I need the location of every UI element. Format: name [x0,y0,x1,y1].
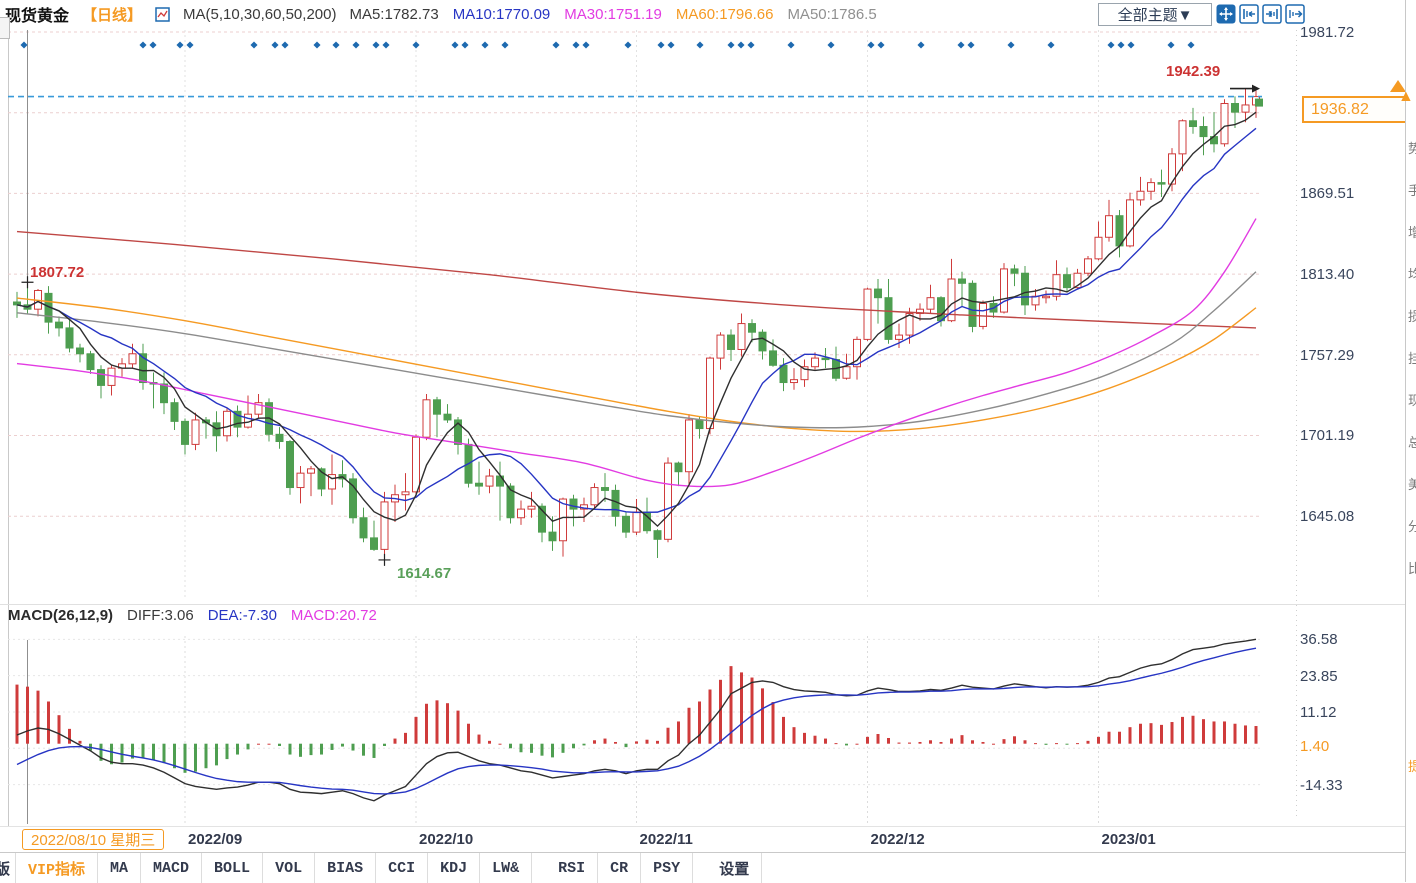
ma-value: MA10:1770.09 [452,5,551,23]
tab-partial[interactable]: 版 [0,853,16,883]
price-tick-label: 1701.19 [1300,427,1355,445]
tab-kdj[interactable]: KDJ [428,853,481,883]
sidebar-glyph-orange[interactable]: 提 [1408,756,1416,775]
ma60-line [16,297,1257,433]
sidebar-glyph[interactable]: 损 [1408,306,1416,325]
theme-dropdown[interactable]: 全部主题▼ [1098,3,1212,26]
macd-tick-label: 23.85 [1300,667,1338,685]
macd-current-label: 1.40 [1300,738,1330,755]
current-price-value: 1936.82 [1311,100,1369,118]
tab-ma[interactable]: MA [98,853,142,883]
annotation-last-high: 1942.39 [1166,63,1221,80]
sidebar-glyph[interactable]: 美 [1408,474,1416,493]
pan-right-edge-icon[interactable] [1262,4,1282,24]
timeframe-label[interactable]: 【日线】 [82,6,143,24]
month-label: 2022/10 [419,831,474,848]
sidebar-glyph[interactable]: 手 [1408,180,1416,199]
macd-tick-label: 36.58 [1300,631,1338,649]
month-label: 2022/12 [870,831,925,848]
ma-value: MA50:1786.5 [787,5,877,23]
tab-bias[interactable]: BIAS [315,853,377,883]
candles-layer [13,88,1260,560]
tab-设置[interactable]: 设置 [707,853,763,883]
sidebar-glyph[interactable]: 势 [1408,138,1416,157]
macd-readout: MACD(26,12,9) DIFF:3.06 DEA:-7.30 MACD:2… [8,607,377,624]
tab-macd[interactable]: MACD [141,853,203,883]
month-label: 2022/11 [639,831,693,848]
annotation-first-high: 1807.72 [30,264,85,281]
ma-readout-group: MA5:1782.73 MA10:1770.09 MA30:1751.19 MA60:… [349,6,876,23]
price-tick-label: 1869.51 [1300,185,1355,203]
tab-items: VIP指标 MA MACD BOLL VOL BIAS CCI KDJ LW& RSI CR PSY 设… [16,853,763,883]
tab-rsi[interactable]: RSI [546,853,599,883]
tab-psy[interactable]: PSY [641,853,694,883]
macd-macd-value: MACD:20.72 [290,607,377,624]
macd-dea-value: DEA:-7.30 [207,607,277,624]
sidebar-glyph[interactable]: 增 [1408,222,1416,241]
mini-candle-icon [155,6,170,23]
pan-left-edge-icon[interactable] [1239,4,1259,24]
tab-lw&[interactable]: LW& [480,853,533,883]
sidebar-glyph[interactable]: 比 [1408,558,1416,577]
sidebar-glyph[interactable]: 均 [1408,264,1416,283]
ma50-line [16,271,1257,429]
price-up-arrow-icon [1390,80,1406,92]
sidebar-glyph[interactable]: 分 [1408,516,1416,535]
chart-header: 现货黄金 【日线】 MA(5,10,30,60,50,200) MA5:1782… [0,0,1416,28]
export-chart-icon[interactable] [1285,4,1305,24]
move-crosshair-icon[interactable] [1216,4,1236,24]
price-tick-label: 1757.29 [1300,346,1355,364]
sidebar-glyph[interactable]: 挂 [1408,348,1416,367]
current-price-tag: 1936.82 [1302,96,1413,123]
tab-boll[interactable]: BOLL [202,853,264,883]
scroll-right-arrow-icon[interactable]: ▲ [1398,88,1414,105]
macd-tick-label: 11.12 [1300,703,1337,721]
tab-vol[interactable]: VOL [263,853,316,883]
right-sidebar-strip[interactable]: 势手增均损挂现总美分比提 [1405,0,1416,882]
price-tick-label: 1981.72 [1300,24,1355,41]
month-label: 2023/01 [1101,831,1156,848]
macd-diff-value: DIFF:3.06 [127,607,194,624]
macd-tick-label: -14.33 [1300,776,1343,794]
symbol-title: 现货黄金 [5,8,70,25]
month-label: 2022/09 [188,831,243,848]
ma-value: MA30:1751.19 [564,5,662,23]
ma-settings-label: MA(5,10,30,60,50,200) [183,5,337,23]
tab-cci[interactable]: CCI [376,853,429,883]
ma-value: MA60:1796.66 [675,5,774,23]
price-tick-label: 1813.40 [1300,266,1355,284]
tab-cr[interactable]: CR [598,853,642,883]
sidebar-glyph[interactable]: 现 [1408,390,1416,409]
macd-params-label: MACD(26,12,9) [8,607,114,624]
price-tick-label: 1645.08 [1300,508,1355,526]
left-edge-fragment [0,17,10,39]
ma200-line [16,230,1257,329]
sidebar-glyph[interactable]: 总 [1408,432,1416,451]
date-axis: 2022/08/10 星期三 2022/09 2022/10 2022/11 2022… [0,826,1405,853]
ma30-line [16,218,1257,488]
annotation-low: 1614.67 [397,565,452,582]
chart-toolbar [1216,4,1305,24]
indicator-tab-bar: 版 VIP指标MAMACDBOLLVOLBIASCCIKDJLW&RSICRPS… [0,852,1416,883]
ma-value: MA5:1782.73 [349,5,439,23]
crosshair-date-label: 2022/08/10 星期三 [22,829,165,850]
tab-vip指标[interactable]: VIP指标 [16,853,99,883]
